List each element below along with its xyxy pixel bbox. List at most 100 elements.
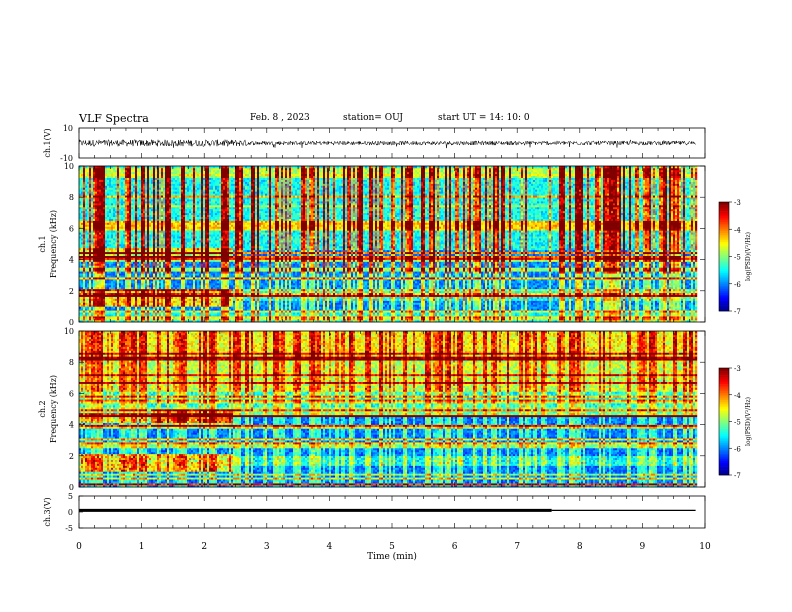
spectrogram-cell	[97, 258, 99, 260]
spectrogram-cell	[85, 232, 87, 234]
spectrogram-cell	[95, 201, 97, 203]
spectrogram-cell	[97, 234, 99, 236]
spectrogram-cell	[91, 242, 93, 244]
spectrogram-cell	[91, 295, 93, 297]
spectrogram-cell	[89, 293, 91, 295]
spectrogram-cell	[99, 262, 101, 264]
spectrogram-cell	[99, 264, 101, 266]
spectrogram-cell	[91, 209, 93, 211]
spectrogram-cell	[95, 240, 97, 242]
spectrogram-cell	[93, 182, 95, 184]
spectrogram-cell	[95, 256, 97, 258]
spectrogram-cell	[83, 250, 85, 252]
spectrogram-cell	[87, 215, 89, 217]
spectrogram-cell	[85, 186, 87, 188]
spectrogram-cell	[85, 211, 87, 213]
spectrogram-cell	[99, 308, 101, 310]
spectrogram-cell	[91, 225, 93, 227]
spectrogram-cell	[83, 306, 85, 308]
spectrogram-cell	[89, 221, 91, 223]
spectrogram-cell	[87, 297, 89, 299]
spectrogram-cell	[81, 279, 83, 281]
spectrogram-cell	[97, 308, 99, 310]
spectrogram-cell	[97, 232, 99, 234]
spectrogram-cell	[83, 236, 85, 238]
spectrogram-cell	[97, 279, 99, 281]
spectrogram-cell	[93, 258, 95, 260]
spectrogram-cell	[89, 246, 91, 248]
spectrogram-cell	[87, 211, 89, 213]
spectrogram-cell	[85, 193, 87, 195]
spectrogram-cell	[95, 301, 97, 303]
spectrogram-cell	[87, 168, 89, 170]
spectrogram-cell	[91, 199, 93, 201]
spectrogram-cell	[87, 275, 89, 277]
spectrogram-cell	[89, 304, 91, 306]
spectrogram-cell	[97, 199, 99, 201]
spectrogram-cell	[81, 221, 83, 223]
spectrogram-cell	[85, 215, 87, 217]
spectrogram-cell	[87, 242, 89, 244]
spectrogram-cell	[87, 172, 89, 174]
spectrogram-cell	[89, 260, 91, 262]
spectrogram-cell	[95, 287, 97, 289]
spectrogram-cell	[95, 197, 97, 199]
spectrogram-cell	[83, 168, 85, 170]
spectrogram-cell	[95, 275, 97, 277]
spectrogram-cell	[93, 250, 95, 252]
spectrogram-cell	[85, 209, 87, 211]
spectrogram-cell	[83, 264, 85, 266]
spectrogram-cell	[93, 299, 95, 301]
spectrogram-cell	[85, 234, 87, 236]
spectrogram-cell	[99, 310, 101, 312]
spectrogram-cell	[83, 178, 85, 180]
spectrogram-cell	[91, 306, 93, 308]
spectrogram-cell	[83, 273, 85, 275]
spectrogram-cell	[93, 310, 95, 312]
spectrogram-cell	[97, 189, 99, 191]
spectrogram-cell	[83, 308, 85, 310]
spectrogram-cell	[89, 312, 91, 314]
spectrogram-cell	[91, 211, 93, 213]
spectrogram-cell	[93, 293, 95, 295]
spectrogram-cell	[97, 248, 99, 250]
spectrogram-cell	[81, 240, 83, 242]
spectrogram-cell	[97, 223, 99, 225]
spectrogram-cell	[93, 203, 95, 205]
spectrogram-cell	[99, 301, 101, 303]
spectrogram-cell	[91, 168, 93, 170]
ch1-ytick-label: 10	[63, 124, 73, 133]
spectrogram-cell	[85, 291, 87, 293]
spectrogram-cell	[89, 228, 91, 230]
spectrogram-cell	[93, 180, 95, 182]
spectrogram-cell	[81, 275, 83, 277]
spectrogram-cell	[87, 170, 89, 172]
spectrogram-cell	[85, 205, 87, 207]
spectrogram-cell	[83, 303, 85, 305]
spectrogram-cell	[87, 232, 89, 234]
spectrogram-cell	[83, 182, 85, 184]
spectrogram-cell	[95, 304, 97, 306]
spectrogram-cell	[81, 213, 83, 215]
spectrogram-cell	[97, 187, 99, 189]
spectrogram-cell	[95, 211, 97, 213]
spectrogram-cell	[89, 168, 91, 170]
spectrogram-cell	[83, 275, 85, 277]
spectrogram-cell	[95, 228, 97, 230]
spectrogram-cell	[81, 209, 83, 211]
spectrogram-cell	[87, 295, 89, 297]
spectrogram-cell	[97, 304, 99, 306]
spectrogram-cell	[85, 230, 87, 232]
spectrogram-cell	[81, 264, 83, 266]
spectrogram-cell	[91, 308, 93, 310]
spectrogram-cell	[91, 248, 93, 250]
spectrogram-cell	[91, 191, 93, 193]
spectrogram-cell	[89, 285, 91, 287]
spectrogram-cell	[91, 232, 93, 234]
spectrogram-cell	[81, 277, 83, 279]
spectrogram-cell	[93, 236, 95, 238]
spectrogram-cell	[97, 265, 99, 267]
spectrogram-cell	[83, 277, 85, 279]
spectrogram-cell	[89, 287, 91, 289]
spectrogram-cell	[97, 260, 99, 262]
